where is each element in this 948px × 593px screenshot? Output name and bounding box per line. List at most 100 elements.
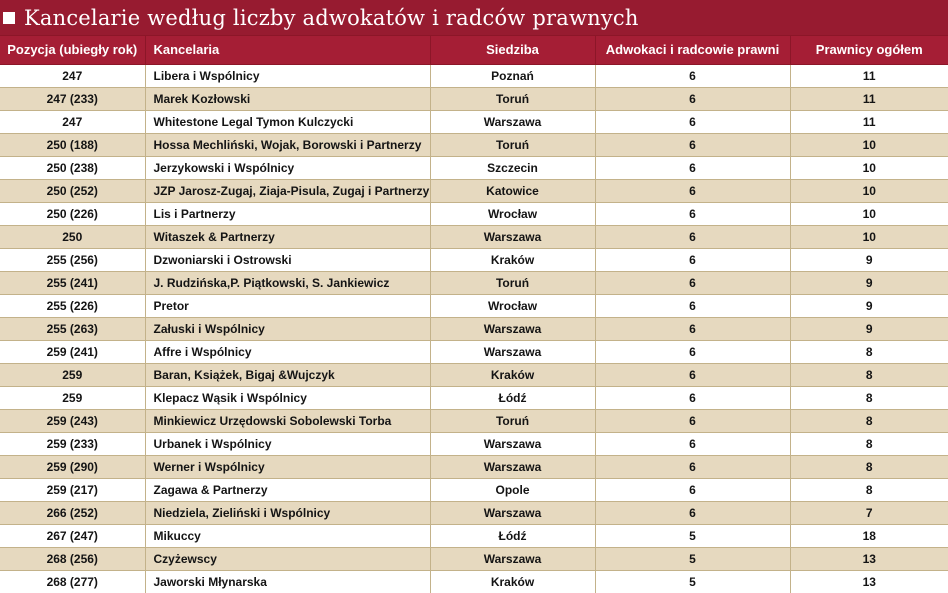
table-row: 259 Baran, Książek, Bigaj &Wujczyk Kraków 6…	[0, 363, 948, 387]
table-cell: 8	[789, 409, 948, 433]
table-cell: 6	[594, 386, 791, 410]
table-cell: 255 (256)	[0, 248, 146, 272]
table-cell: 7	[789, 501, 948, 525]
table-cell: Jaworski Młynarska	[144, 570, 431, 593]
table-cell: 6	[594, 294, 791, 318]
table-cell: Niedziela, Zieliński i Wspólnicy	[144, 501, 431, 525]
table-cell: 13	[789, 547, 948, 571]
table-cell: Warszawa	[429, 110, 596, 134]
table-cell: 6	[594, 432, 791, 456]
table-cell: 267 (247)	[0, 524, 146, 548]
table-cell: 6	[594, 179, 791, 203]
table-cell: 259	[0, 363, 146, 387]
table-cell: Libera i Wspólnicy	[144, 64, 431, 88]
table-cell: Poznań	[429, 64, 596, 88]
table-cell: Pretor	[144, 294, 431, 318]
table-row: 250 (238) Jerzykowski i Wspólnicy Szczecin…	[0, 156, 948, 180]
table-cell: Wrocław	[429, 202, 596, 226]
table-cell: J. Rudzińska,P. Piątkowski, S. Jankiewic…	[144, 271, 431, 295]
table-row: 259 (290) Werner i Wspólnicy Warszawa 6 8	[0, 455, 948, 479]
table-cell: 259 (290)	[0, 455, 146, 479]
title-bar: Kancelarie według liczby adwokatów i rad…	[0, 0, 948, 35]
table-row: 247 (233) Marek Kozłowski Toruń 6 11	[0, 87, 948, 111]
table-cell: 266 (252)	[0, 501, 146, 525]
table-cell: 9	[789, 271, 948, 295]
table-cell: 259 (233)	[0, 432, 146, 456]
table-cell: 250 (188)	[0, 133, 146, 157]
table-cell: Whitestone Legal Tymon Kulczycki	[144, 110, 431, 134]
table-cell: Dzwoniarski i Ostrowski	[144, 248, 431, 272]
table-cell: 6	[594, 317, 791, 341]
table-row: 259 Klepacz Wąsik i Wspólnicy Łódź 6 8	[0, 386, 948, 410]
table-cell: Warszawa	[429, 432, 596, 456]
table-row: 267 (247) Mikuccy Łódź 5 18	[0, 524, 948, 548]
table-cell: 10	[789, 156, 948, 180]
table-cell: Baran, Książek, Bigaj &Wujczyk	[144, 363, 431, 387]
table-cell: 9	[789, 294, 948, 318]
ranking-table: Pozycja (ubiegły rok) Kancelaria Siedziba A…	[0, 35, 948, 593]
table-row: 247 Libera i Wspólnicy Poznań 6 11	[0, 64, 948, 88]
table-cell: 247 (233)	[0, 87, 146, 111]
table-cell: 6	[594, 87, 791, 111]
table-row: 250 Witaszek & Partnerzy Warszawa 6 10	[0, 225, 948, 249]
column-header: Prawnicy ogółem	[789, 35, 948, 65]
table-cell: Mikuccy	[144, 524, 431, 548]
table-cell: 11	[789, 64, 948, 88]
table-row: 259 (217) Zagawa & Partnerzy Opole 6 8	[0, 478, 948, 502]
table-cell: 9	[789, 248, 948, 272]
table-cell: 255 (241)	[0, 271, 146, 295]
table-cell: Opole	[429, 478, 596, 502]
table-cell: Kraków	[429, 363, 596, 387]
table-cell: Warszawa	[429, 317, 596, 341]
table-cell: 250 (226)	[0, 202, 146, 226]
table-row: 259 (233) Urbanek i Wspólnicy Warszawa 6 8	[0, 432, 948, 456]
table-cell: Minkiewicz Urzędowski Sobolewski Torba	[144, 409, 431, 433]
table-cell: 247	[0, 64, 146, 88]
table-cell: Marek Kozłowski	[144, 87, 431, 111]
table-row: 250 (252) JZP Jarosz-Zugaj, Ziaja-Pisula,…	[0, 179, 948, 203]
table-cell: 18	[789, 524, 948, 548]
table-cell: 6	[594, 202, 791, 226]
table-cell: Kraków	[429, 248, 596, 272]
table-cell: 6	[594, 156, 791, 180]
table-cell: Zagawa & Partnerzy	[144, 478, 431, 502]
table-cell: 6	[594, 478, 791, 502]
table-cell: 9	[789, 317, 948, 341]
table-cell: 6	[594, 409, 791, 433]
table-cell: 250 (238)	[0, 156, 146, 180]
column-header: Siedziba	[429, 35, 596, 65]
table-cell: 259 (241)	[0, 340, 146, 364]
table-cell: 10	[789, 225, 948, 249]
table-cell: Toruń	[429, 87, 596, 111]
page-title: Kancelarie według liczby adwokatów i rad…	[24, 5, 639, 30]
table-cell: 8	[789, 386, 948, 410]
table-cell: JZP Jarosz-Zugaj, Ziaja-Pisula, Zugaj i …	[144, 179, 431, 203]
table-cell: 247	[0, 110, 146, 134]
table-row: 268 (256) Czyżewscy Warszawa 5 13	[0, 547, 948, 571]
table-row: 268 (277) Jaworski Młynarska Kraków 5 13	[0, 570, 948, 593]
table-cell: Werner i Wspólnicy	[144, 455, 431, 479]
table-cell: 13	[789, 570, 948, 593]
table-cell: Warszawa	[429, 340, 596, 364]
table-cell: Jerzykowski i Wspólnicy	[144, 156, 431, 180]
table-cell: 6	[594, 363, 791, 387]
table-cell: 255 (263)	[0, 317, 146, 341]
table-cell: Toruń	[429, 409, 596, 433]
table-cell: 5	[594, 524, 791, 548]
table-cell: 255 (226)	[0, 294, 146, 318]
table-cell: 8	[789, 432, 948, 456]
column-header: Adwokaci i radcowie prawni	[594, 35, 791, 65]
table-row: 255 (226) Pretor Wrocław 6 9	[0, 294, 948, 318]
table-cell: Lis i Partnerzy	[144, 202, 431, 226]
table-cell: Affre i Wspólnicy	[144, 340, 431, 364]
table-cell: 8	[789, 340, 948, 364]
table-cell: 6	[594, 110, 791, 134]
table-cell: 259 (217)	[0, 478, 146, 502]
table-cell: Kraków	[429, 570, 596, 593]
table-cell: 6	[594, 133, 791, 157]
table-cell: 268 (256)	[0, 547, 146, 571]
table-cell: 6	[594, 248, 791, 272]
table-cell: 10	[789, 202, 948, 226]
table-cell: Urbanek i Wspólnicy	[144, 432, 431, 456]
column-header: Kancelaria	[144, 35, 431, 65]
